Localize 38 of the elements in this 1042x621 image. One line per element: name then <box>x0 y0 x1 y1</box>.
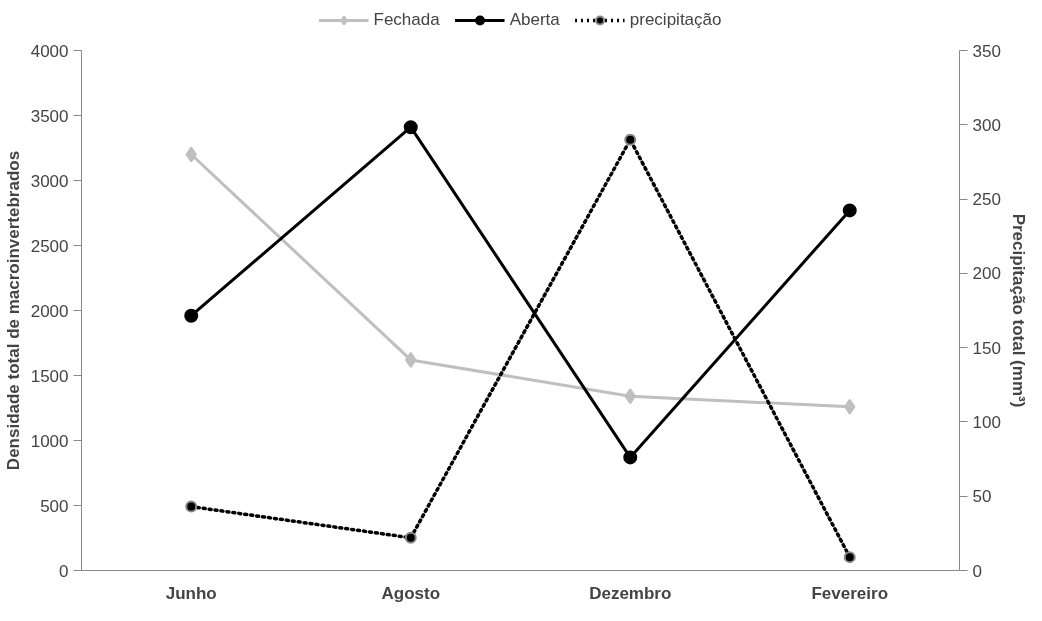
x-tick-label: Agosto <box>381 583 441 603</box>
y-tick-label: 4000 <box>30 41 69 61</box>
legend-label: Fechada <box>373 10 440 30</box>
y-tick-label: 2000 <box>30 301 69 321</box>
point <box>184 308 199 323</box>
legend-label: Aberta <box>509 10 560 30</box>
y-axis-title: Densidade total de macroinvertebrados <box>3 150 23 471</box>
y-tick-label: 2500 <box>30 236 69 256</box>
x-tick-label: Junho <box>165 583 217 603</box>
y2-tick-label: 300 <box>972 115 1001 135</box>
point <box>844 398 856 415</box>
y2-tick-label: 50 <box>972 487 992 507</box>
point <box>842 203 857 218</box>
point <box>405 351 417 368</box>
y2-tick-label: 150 <box>972 338 1001 358</box>
y-tick-label: 1500 <box>30 366 69 386</box>
y2-tick-label: 350 <box>972 41 1001 61</box>
y2-tick-label: 200 <box>972 264 1001 284</box>
point <box>404 531 417 544</box>
point <box>843 551 856 564</box>
y-tick-label: 0 <box>59 561 69 581</box>
legend-label: precipitação <box>629 10 722 30</box>
y2-axis-title: Precipitação total (mm³) <box>1008 213 1028 408</box>
point <box>624 388 636 405</box>
point <box>623 450 638 465</box>
y-tick-label: 3000 <box>30 171 69 191</box>
y-tick-label: 3500 <box>30 106 69 126</box>
y2-tick-label: 250 <box>972 190 1001 210</box>
x-tick-label: Dezembro <box>589 583 672 603</box>
point <box>403 120 418 135</box>
point <box>624 133 637 146</box>
y2-tick-label: 100 <box>972 412 1001 432</box>
y2-tick-label: 0 <box>972 561 982 581</box>
y-tick-label: 1000 <box>30 431 69 451</box>
x-tick-label: Fevereiro <box>811 583 889 603</box>
point <box>185 146 197 163</box>
y-tick-label: 500 <box>40 496 69 516</box>
point <box>185 500 198 513</box>
